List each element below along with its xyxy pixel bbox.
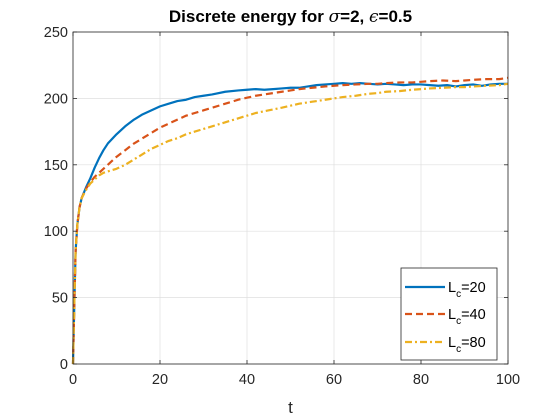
axes-box — [72, 31, 509, 365]
x-axis-label: t — [288, 398, 293, 417]
y-tick-label: 100 — [44, 224, 68, 240]
chart-title: Discrete energy for σ=2, ϵ=0.5 — [169, 7, 412, 27]
x-tick-label: 80 — [413, 372, 429, 388]
x-tick-label: 40 — [239, 372, 255, 388]
y-tick-label: 150 — [44, 158, 68, 174]
legend-label-2: Lc=40 — [448, 307, 486, 327]
y-tick-label: 50 — [52, 291, 68, 307]
legend-entry-3: Lc=80 — [405, 335, 486, 355]
legend-entry-1: Lc=20 — [405, 280, 486, 300]
legend-label-3: Lc=80 — [448, 335, 486, 355]
x-tick-label: 100 — [496, 372, 520, 388]
y-tick-label: 250 — [44, 25, 68, 41]
legend: Lc=20 Lc=40 Lc=80 — [400, 267, 498, 361]
legend-label-1: Lc=20 — [448, 280, 486, 300]
x-tick-label: 0 — [69, 372, 77, 388]
series-layer — [71, 76, 509, 365]
x-tick-label: 60 — [326, 372, 342, 388]
x-tick-label: 20 — [152, 372, 168, 388]
ticks: 0 20 40 60 80 100 0 50 100 150 200 250 — [44, 25, 520, 388]
legend-entry-2: Lc=40 — [405, 307, 486, 327]
series-line-3 — [71, 82, 509, 365]
y-tick-label: 200 — [44, 91, 68, 107]
y-tick-label: 0 — [60, 357, 68, 373]
series-line-1 — [71, 82, 508, 365]
